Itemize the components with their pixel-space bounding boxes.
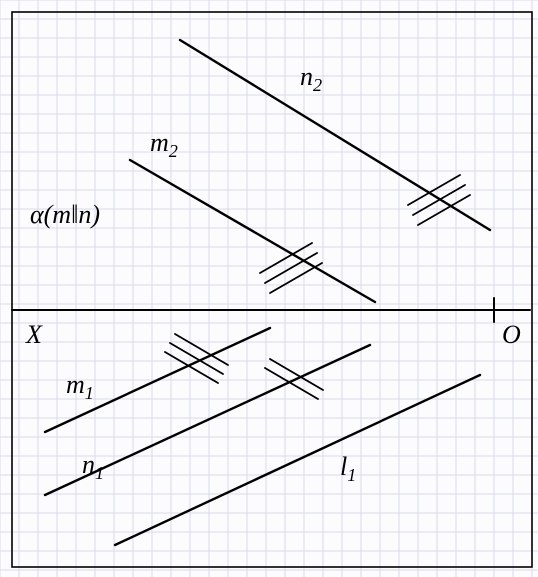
label-plane-n: n) <box>78 200 100 229</box>
diagram-svg <box>0 0 538 577</box>
label-n1: n1 <box>82 450 104 484</box>
label-plane-a: α(m <box>30 200 71 229</box>
diagram-canvas: α(m‖n) n2 m2 m1 n1 l1 X O <box>0 0 538 577</box>
label-n2: n2 <box>300 62 322 96</box>
label-x: X <box>26 320 42 350</box>
label-m1: m1 <box>66 370 94 404</box>
label-l1: l1 <box>340 452 356 486</box>
label-o: O <box>502 320 521 350</box>
label-plane: α(m‖n) <box>30 200 100 230</box>
label-m2: m2 <box>150 128 178 162</box>
